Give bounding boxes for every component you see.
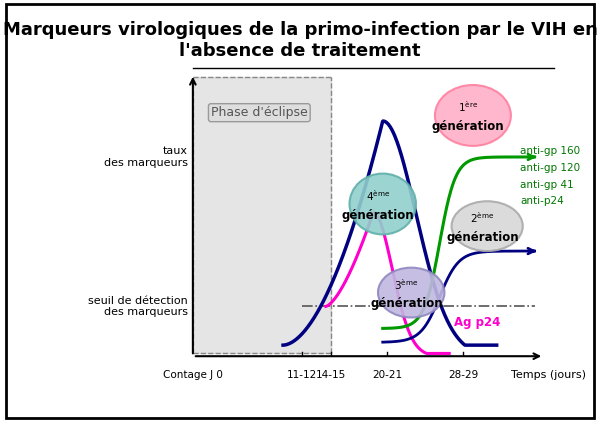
Text: taux
des marqueurs: taux des marqueurs [104, 146, 188, 168]
Text: 3$^\mathregular{ème}$: 3$^\mathregular{ème}$ [394, 277, 419, 292]
Text: Phase d'éclipse: Phase d'éclipse [211, 106, 308, 119]
Ellipse shape [350, 173, 416, 235]
Text: Temps (jours): Temps (jours) [511, 370, 586, 380]
Text: Ag p24: Ag p24 [454, 316, 500, 330]
Text: 28-29: 28-29 [448, 370, 479, 380]
Text: 2$^\mathregular{ème}$: 2$^\mathregular{ème}$ [470, 211, 494, 225]
Text: Marqueurs virologiques de la primo-infection par le VIH en
l'absence de traiteme: Marqueurs virologiques de la primo-infec… [2, 21, 598, 60]
Text: 1$^\mathregular{ère}$: 1$^\mathregular{ère}$ [458, 100, 478, 114]
Text: anti-gp 41: anti-gp 41 [520, 180, 574, 189]
Text: Contage J 0: Contage J 0 [163, 370, 223, 380]
Text: 11-12: 11-12 [287, 370, 317, 380]
Text: génération: génération [341, 208, 415, 222]
Text: génération: génération [432, 120, 505, 133]
Ellipse shape [378, 268, 445, 317]
Bar [193, 77, 331, 354]
Text: 14-15: 14-15 [316, 370, 346, 380]
Ellipse shape [435, 85, 511, 146]
Text: génération: génération [370, 297, 443, 310]
Text: anti-gp 160: anti-gp 160 [520, 146, 581, 157]
Text: seuil de détection
des marqueurs: seuil de détection des marqueurs [88, 295, 188, 317]
Text: 4$^\mathregular{ème}$: 4$^\mathregular{ème}$ [366, 189, 390, 203]
Text: 20-21: 20-21 [373, 370, 403, 380]
Text: anti-p24: anti-p24 [520, 196, 564, 206]
Ellipse shape [452, 201, 523, 251]
Text: anti-gp 120: anti-gp 120 [520, 163, 581, 173]
Text: génération: génération [446, 231, 519, 244]
